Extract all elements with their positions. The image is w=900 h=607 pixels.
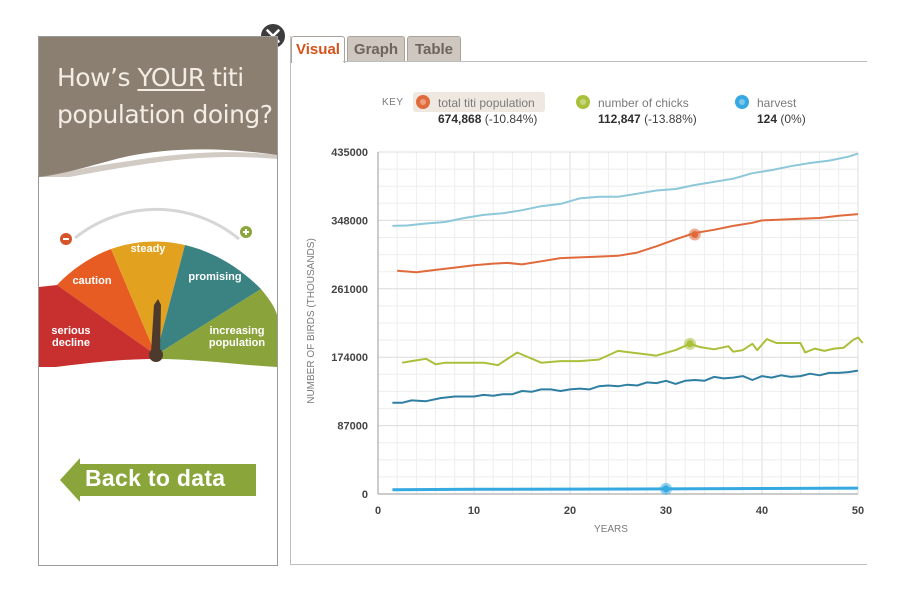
y-axis-label: NUMBER OF BIRDS (THOUSANDS) bbox=[306, 238, 317, 404]
tab-graph[interactable]: Graph bbox=[347, 36, 405, 62]
gauge-label-caution: caution bbox=[72, 275, 112, 287]
series-line-number-of-chicks bbox=[401, 336, 864, 367]
series-line-harvest bbox=[392, 486, 859, 492]
panel-header: How’s YOUR titi population doing? bbox=[39, 37, 277, 177]
tab-visual[interactable]: Visual bbox=[291, 36, 345, 63]
panel-title: How’s YOUR titi population doing? bbox=[57, 63, 273, 129]
y-tick-label: 0 bbox=[362, 489, 368, 501]
gauge-label-serious-decline: serious decline bbox=[51, 325, 91, 349]
y-tick-label: 174000 bbox=[331, 352, 368, 364]
series-line-dark-teal bbox=[392, 369, 859, 404]
gauge-label-increasing-population: increasing population bbox=[208, 325, 266, 349]
orange-dot-icon bbox=[416, 95, 430, 109]
legend-selected-highlight bbox=[413, 92, 545, 112]
y-tick-label: 435000 bbox=[331, 147, 368, 159]
y-tick-label: 348000 bbox=[331, 215, 368, 227]
population-chart: 0 87000 174000 261000 348000 435000 0 10 20 30 40 5… bbox=[306, 147, 864, 535]
legend-key-label: KEY bbox=[382, 97, 404, 108]
highlight-point-core bbox=[691, 231, 699, 239]
series-line-light-blue bbox=[392, 152, 859, 227]
green-dot-icon bbox=[576, 95, 590, 109]
gauge-label-steady: steady bbox=[130, 243, 166, 255]
y-tick-label: 261000 bbox=[331, 284, 368, 296]
y-tick-label: 87000 bbox=[337, 421, 368, 433]
gauge-label-promising: promising bbox=[188, 271, 242, 283]
highlight-point-core bbox=[686, 340, 694, 348]
x-axis-label: YEARS bbox=[594, 524, 628, 535]
x-tick-label: 10 bbox=[468, 505, 480, 517]
blue-dot-icon bbox=[735, 95, 749, 109]
data-panel: Visual Graph Table KEY total titi popula… bbox=[290, 36, 867, 565]
x-tick-label: 40 bbox=[756, 505, 768, 517]
tab-table[interactable]: Table bbox=[407, 36, 461, 62]
back-button-label: Back to data bbox=[85, 465, 226, 491]
back-to-data-button[interactable]: Back to data bbox=[60, 458, 256, 502]
x-tick-label: 20 bbox=[564, 505, 576, 517]
x-tick-label: 0 bbox=[375, 505, 381, 517]
status-gauge: serious decline caution steady promising… bbox=[39, 197, 277, 382]
highlight-point-core bbox=[662, 485, 670, 493]
x-tick-label: 50 bbox=[852, 505, 864, 517]
status-panel: How’s YOUR titi population doing? s bbox=[38, 36, 278, 566]
tab-divider bbox=[343, 61, 867, 62]
series-line-total-titi-population bbox=[397, 213, 859, 274]
x-tick-label: 30 bbox=[660, 505, 672, 517]
